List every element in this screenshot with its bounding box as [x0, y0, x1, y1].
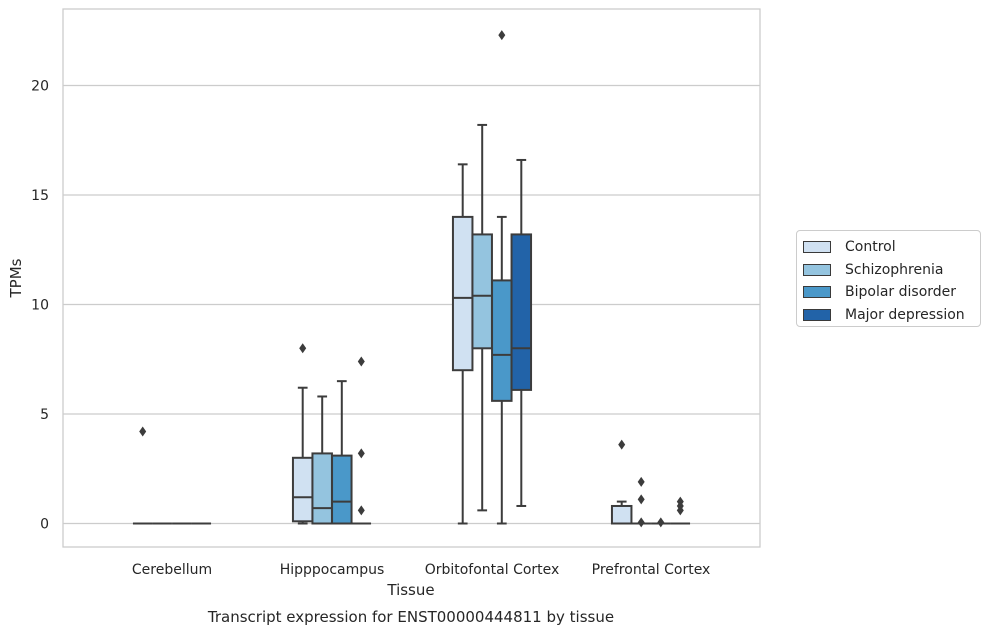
outlier-point: [618, 439, 626, 450]
outlier-point: [139, 426, 147, 437]
y-tick-label: 10: [31, 298, 49, 314]
box-group: [471, 123, 493, 512]
box: [291, 456, 314, 523]
x-axis-label: Tissue: [386, 581, 434, 599]
box-group: [491, 30, 513, 525]
x-tick-label: Prefrontal Cortex: [592, 562, 711, 578]
x-tick-label: Hipppocampus: [280, 562, 385, 578]
legend-label: Schizophrenia: [845, 261, 944, 278]
outlier-point: [637, 476, 645, 487]
outlier-point: [637, 494, 645, 505]
box: [471, 233, 493, 350]
box: [510, 233, 533, 391]
legend-swatch: [803, 263, 831, 276]
box-group: [651, 517, 671, 528]
chart-title: Transcript expression for ENST0000044481…: [207, 608, 614, 626]
outlier-point: [299, 343, 307, 354]
outlier-point: [657, 517, 665, 528]
outlier-point: [676, 496, 684, 507]
box: [451, 215, 474, 372]
legend-swatch: [803, 308, 831, 321]
box: [331, 454, 353, 525]
y-axis-ticks: 0 5 10 15 20: [31, 79, 49, 533]
box-group: [331, 380, 353, 525]
legend-label: Control: [845, 239, 896, 256]
box-group: [510, 158, 533, 507]
y-axis-label: TPMs: [7, 258, 25, 298]
legend-item: Major depression: [803, 304, 980, 327]
box: [610, 504, 633, 525]
outlier-point: [498, 30, 506, 41]
legend-label: Major depression: [845, 306, 965, 323]
legend-item: Control: [803, 236, 980, 259]
boxes-layer: [132, 30, 691, 528]
box: [491, 279, 513, 402]
box-group: [631, 476, 651, 528]
box-group: [132, 426, 153, 525]
plot-area-frame: [62, 8, 761, 548]
box-group: [311, 395, 333, 525]
outlier-point: [357, 448, 365, 459]
gridlines: [63, 84, 760, 525]
box-group: [351, 356, 372, 525]
y-tick-label: 5: [40, 407, 49, 423]
y-tick-label: 0: [40, 517, 49, 533]
y-tick-label: 20: [31, 79, 49, 95]
box: [311, 452, 333, 525]
outlier-point: [357, 356, 365, 367]
legend: Control Schizophrenia Bipolar disorder Majo…: [796, 230, 981, 327]
x-tick-label: Cerebellum: [132, 562, 212, 578]
box-group: [451, 163, 474, 525]
y-tick-label: 15: [31, 188, 49, 204]
x-axis-ticks: Cerebellum Hipppocampus Orbitofontal Corte…: [132, 562, 710, 578]
legend-swatch: [803, 286, 831, 299]
x-tick-label: Orbitofontal Cortex: [425, 562, 560, 578]
box-group: [291, 343, 314, 525]
legend-label: Bipolar disorder: [845, 284, 957, 301]
outlier-point: [637, 517, 645, 528]
box-group: [670, 496, 691, 525]
outlier-point: [357, 505, 365, 516]
box-group: [610, 439, 633, 525]
legend-item: Bipolar disorder: [803, 281, 980, 304]
legend-swatch: [803, 241, 831, 254]
legend-item: Schizophrenia: [803, 259, 980, 282]
